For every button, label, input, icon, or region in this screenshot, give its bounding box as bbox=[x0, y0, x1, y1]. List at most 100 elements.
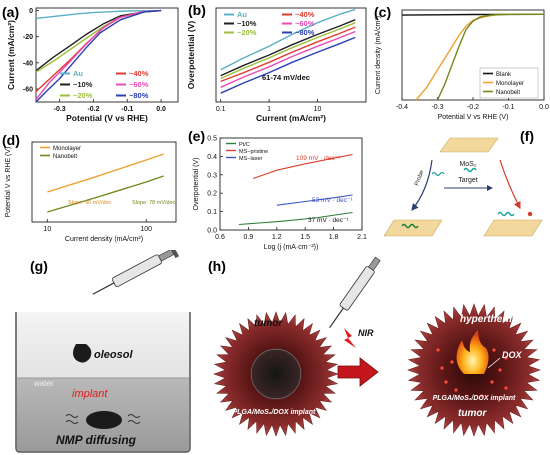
x-tick-label: 0.9 bbox=[244, 234, 254, 241]
slope-annotation: 37 mV · dec⁻¹ bbox=[308, 217, 349, 224]
x-tick-label: -0.3 bbox=[431, 104, 443, 111]
nir-label: NIR bbox=[358, 328, 374, 338]
series-line-5 bbox=[220, 36, 356, 94]
arrow-right bbox=[499, 159, 521, 210]
chart-a: -0.3 -0.2 -0.1 0.0 0 -20 -40 -60 Potential (V vs… bbox=[6, 7, 179, 123]
x-tick-label: -0.2 bbox=[87, 106, 99, 113]
dox-dot bbox=[454, 388, 458, 392]
legend-label: ~60% bbox=[129, 80, 149, 89]
legend-label: MS−pristine bbox=[239, 149, 268, 155]
syringe-h bbox=[329, 256, 381, 329]
dox-dot bbox=[498, 368, 502, 372]
mos2-plate-left bbox=[383, 219, 443, 237]
plot-frame bbox=[35, 7, 179, 103]
dox-dot bbox=[490, 380, 494, 384]
dox-dot bbox=[436, 348, 440, 352]
implant-left-label: PLGA/MoS₂/DOX implant bbox=[233, 409, 316, 416]
series-line-0 bbox=[238, 211, 353, 226]
implant-right-label: PLGA/MoS₂/DOX implant bbox=[433, 395, 516, 402]
x-tick-label: -0.1 bbox=[121, 106, 133, 113]
mos2-label: MoS₂ bbox=[459, 161, 476, 168]
x-tick-label: 2.1 bbox=[357, 234, 367, 241]
legend-label: Nanobelt bbox=[496, 90, 520, 96]
x-tick-label: -0.1 bbox=[502, 104, 514, 111]
x-tick-label: -0.2 bbox=[467, 104, 479, 111]
dox-dot bbox=[504, 356, 508, 360]
dox-dot bbox=[492, 348, 496, 352]
x-tick-label: 1.5 bbox=[300, 234, 310, 241]
x-tick-label: 0.0 bbox=[539, 104, 549, 111]
panel-label-e: (e) bbox=[188, 128, 206, 144]
legend-label: ~60% bbox=[295, 19, 315, 28]
x-tick-label: 10 bbox=[314, 106, 322, 113]
series-line-1 bbox=[220, 19, 356, 77]
nmp-label: NMP diffusing bbox=[56, 433, 137, 447]
x-tick-label: 1.8 bbox=[329, 234, 339, 241]
schematic-h: tumor PLGA/MoS₂/DOX implant NIR hyperthe… bbox=[213, 256, 541, 437]
legend-label: Blank bbox=[496, 72, 512, 78]
series-line-2 bbox=[220, 22, 356, 80]
chart-e: 0.6 0.9 1.2 1.5 1.8 2.1 0.0 0.1 0.2 0.3 0.4 0.5 Log … bbox=[193, 136, 367, 252]
chart-d: 10 100 Current density (mA/cm²) Potential V… bbox=[5, 141, 177, 243]
tumor-left bbox=[213, 311, 339, 437]
x-tick-label: 0.1 bbox=[216, 106, 226, 113]
y-axis-label: Current (mA/cm²) bbox=[6, 20, 16, 90]
syringe bbox=[92, 250, 180, 295]
panel-label-a: (a) bbox=[2, 4, 20, 20]
legend-label: Au bbox=[237, 10, 247, 19]
dox-dot bbox=[504, 386, 508, 390]
x-tick-label: -0.4 bbox=[396, 104, 408, 111]
tumor-right-label: tumor bbox=[458, 408, 487, 419]
slope-annotation: Slope: 90 mV/dec bbox=[68, 200, 112, 206]
series-line-3 bbox=[220, 26, 356, 83]
y-tick-label: 0.3 bbox=[207, 172, 217, 179]
series-line-4 bbox=[35, 9, 162, 100]
y-axis-label: Overpotential (V) bbox=[193, 158, 200, 211]
legend-label: Nanobelt bbox=[53, 154, 77, 160]
implant-label: implant bbox=[72, 388, 108, 400]
x-axis-label: Current (mA/cm²) bbox=[256, 113, 326, 123]
slope-annotation: 109 mV · dec⁻¹ bbox=[296, 155, 341, 162]
tumor-left-label: tumor bbox=[254, 318, 283, 329]
released-duplex bbox=[497, 211, 515, 217]
plot-frame bbox=[31, 141, 177, 223]
panel-label-b: (b) bbox=[188, 2, 206, 18]
y-tick-label: -40 bbox=[23, 60, 33, 67]
oleosol-drop bbox=[73, 344, 92, 363]
panel-label-g: (g) bbox=[30, 258, 48, 274]
fluorophore-dot bbox=[527, 211, 533, 217]
y-tick-label: 0.4 bbox=[207, 154, 217, 161]
schematic-g: oleosol water implant NMP diffusing bbox=[15, 250, 191, 453]
x-axis-label: Potential (V vs RHE) bbox=[66, 113, 148, 123]
series-line-4 bbox=[220, 30, 356, 88]
diffusion-waves bbox=[65, 414, 141, 424]
slope-annotation: 61-74 mV/dec bbox=[262, 73, 310, 82]
series-line-2 bbox=[436, 13, 544, 101]
x-tick-label: 1.2 bbox=[272, 234, 282, 241]
series-line-2 bbox=[35, 9, 162, 73]
x-axis-label: Potential V vs RHE (V) bbox=[438, 114, 509, 121]
implant-blob bbox=[86, 411, 122, 429]
dox-dot bbox=[450, 360, 454, 364]
process-arrow bbox=[337, 357, 379, 387]
legend-label: Monolayer bbox=[496, 81, 524, 87]
dox-dot bbox=[444, 380, 448, 384]
legend-label: ~80% bbox=[129, 91, 149, 100]
panel-label-h: (h) bbox=[208, 258, 226, 274]
y-tick-label: 0 bbox=[29, 8, 33, 15]
series-line-0 bbox=[220, 8, 356, 71]
plot-frame bbox=[215, 7, 367, 103]
flame-icon bbox=[456, 330, 489, 374]
y-tick-label: 0.5 bbox=[207, 136, 217, 143]
legend-label: Au bbox=[73, 69, 83, 78]
y-tick-label: 0.0 bbox=[207, 228, 217, 235]
legend-label: ~20% bbox=[73, 91, 93, 100]
y-tick-label: 0.2 bbox=[207, 191, 217, 198]
legend-label: MS−laser bbox=[239, 156, 263, 162]
legend-label: ~80% bbox=[295, 28, 315, 37]
slope-annotation: Slope: 78 mV/dec bbox=[132, 200, 176, 206]
legend-label: Monolayer bbox=[53, 146, 81, 152]
bound-strand bbox=[401, 223, 419, 229]
arrow-left bbox=[411, 159, 433, 211]
